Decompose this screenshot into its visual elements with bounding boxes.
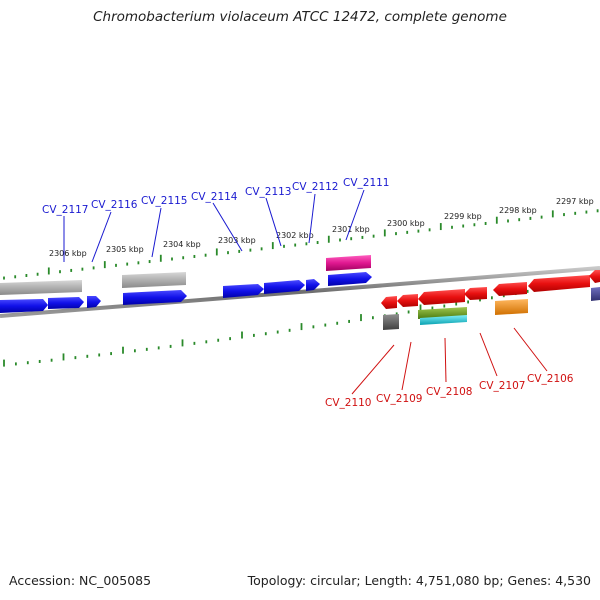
forward-strand-outer-genes bbox=[0, 255, 371, 295]
callouts-bottom bbox=[351, 327, 548, 395]
gene-feature[interactable] bbox=[306, 279, 320, 291]
gene-feature[interactable] bbox=[122, 272, 186, 288]
reverse-strand-outer-genes bbox=[383, 287, 600, 330]
gene-feature[interactable] bbox=[528, 275, 590, 292]
map-title: Chromobacterium violaceum ATCC 12472, co… bbox=[93, 9, 507, 25]
outer-ruler bbox=[3, 209, 599, 280]
gene-label[interactable]: CV_2109 bbox=[376, 393, 423, 405]
gene-label[interactable]: CV_2110 bbox=[325, 397, 372, 409]
ruler-tick-label: 2304 kbp bbox=[163, 240, 201, 249]
gene-feature[interactable] bbox=[591, 287, 600, 301]
gene-feature[interactable] bbox=[87, 296, 101, 308]
gene-feature[interactable] bbox=[464, 287, 487, 300]
forward-strand-genes bbox=[0, 272, 372, 313]
gene-label[interactable]: CV_2115 bbox=[141, 195, 188, 207]
gene-feature[interactable] bbox=[123, 290, 187, 305]
ruler-tick-label: 2301 kbp bbox=[332, 225, 370, 234]
gene-feature[interactable] bbox=[0, 299, 48, 313]
gene-feature[interactable] bbox=[264, 280, 305, 294]
gene-label[interactable]: CV_2113 bbox=[245, 186, 292, 198]
ruler-tick-label: 2305 kbp bbox=[106, 245, 144, 254]
gene-label[interactable]: CV_2116 bbox=[91, 199, 138, 211]
ruler-tick-label: 2298 kbp bbox=[499, 206, 537, 215]
accession-label: Accession: NC_005085 bbox=[9, 573, 152, 588]
gene-feature[interactable] bbox=[383, 314, 399, 330]
gene-feature[interactable] bbox=[589, 270, 600, 283]
genome-stats-label: Topology: circular; Length: 4,751,080 bp… bbox=[247, 573, 591, 588]
gene-feature[interactable] bbox=[493, 282, 527, 296]
ruler-tick-label: 2297 kbp bbox=[556, 197, 594, 206]
gene-feature[interactable] bbox=[223, 284, 264, 298]
gene-feature[interactable] bbox=[381, 296, 397, 309]
ruler-tick-label: 2299 kbp bbox=[444, 212, 482, 221]
ruler-tick-label: 2300 kbp bbox=[387, 219, 425, 228]
gene-label[interactable]: CV_2117 bbox=[42, 204, 89, 216]
gene-label[interactable]: CV_2112 bbox=[292, 181, 339, 193]
genome-backbone bbox=[0, 266, 600, 318]
gene-feature[interactable] bbox=[0, 280, 82, 295]
gene-feature[interactable] bbox=[495, 299, 528, 315]
gene-label[interactable]: CV_2108 bbox=[426, 386, 473, 398]
gene-label[interactable]: CV_2114 bbox=[191, 191, 238, 203]
gene-feature[interactable] bbox=[397, 294, 418, 307]
ruler-tick-label: 2306 kbp bbox=[49, 249, 87, 258]
reverse-strand-genes bbox=[381, 270, 600, 309]
callouts-top bbox=[63, 189, 365, 263]
gene-feature[interactable] bbox=[326, 255, 371, 271]
gene-feature[interactable] bbox=[418, 289, 465, 305]
gene-feature[interactable] bbox=[48, 297, 84, 309]
gene-label[interactable]: CV_2107 bbox=[479, 380, 526, 392]
gene-label[interactable]: CV_2111 bbox=[343, 177, 390, 189]
gene-feature[interactable] bbox=[328, 272, 372, 286]
gene-feature[interactable] bbox=[420, 315, 467, 325]
ruler-tick-label: 2302 kbp bbox=[276, 231, 314, 240]
gene-label[interactable]: CV_2106 bbox=[527, 373, 574, 385]
ruler-tick-label: 2303 kbp bbox=[218, 236, 256, 245]
ruler-tick-labels: 2306 kbp 2305 kbp 2304 kbp 2303 kbp 2302 kbp… bbox=[49, 197, 594, 258]
